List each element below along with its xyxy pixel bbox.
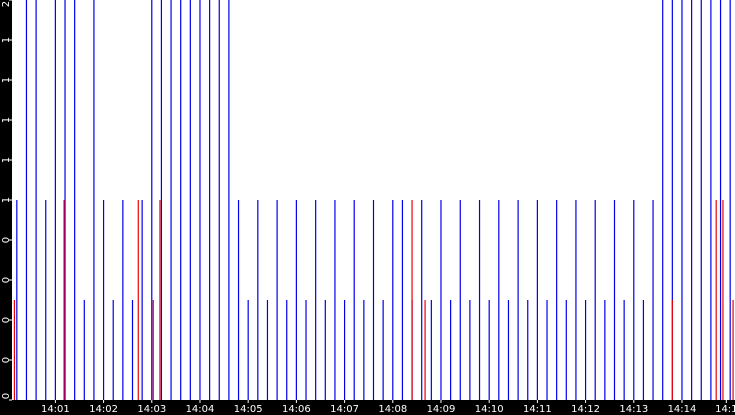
y-tick-label: 0 [1, 393, 12, 399]
x-tick-label: 14:01 [41, 404, 70, 415]
y-axis-strip [0, 0, 12, 415]
x-tick-label: 14:04 [186, 404, 215, 415]
x-tick-label: 14:09 [427, 404, 456, 415]
y-tick-label: 1 [1, 117, 12, 123]
x-axis-strip [0, 400, 735, 415]
x-tick-label: 14:13 [619, 404, 648, 415]
x-tick-label: 14:06 [282, 404, 311, 415]
x-tick-label: 14:02 [89, 404, 118, 415]
y-tick-label: 1 [1, 157, 12, 163]
y-tick-label: 1 [1, 37, 12, 43]
y-tick-label: 0 [1, 237, 12, 243]
x-tick-label: 14:12 [571, 404, 600, 415]
y-tick-label: 1 [1, 197, 12, 203]
x-tick-label: 14:05 [234, 404, 263, 415]
y-tick-label: 0 [1, 317, 12, 323]
y-tick-label: 2 [1, 1, 12, 7]
x-tick-label: 14:07 [330, 404, 359, 415]
x-tick-label: 14:03 [137, 404, 166, 415]
y-tick-label: 0 [1, 357, 12, 363]
y-tick-label: 0 [1, 277, 12, 283]
x-tick-label: 14:08 [378, 404, 407, 415]
x-tick-label: 14:11 [523, 404, 552, 415]
x-tick-label: 14:10 [475, 404, 504, 415]
x-tick-label: 14:1 [715, 404, 735, 415]
y-tick-label: 1 [1, 77, 12, 83]
x-tick-label: 14:14 [668, 404, 697, 415]
